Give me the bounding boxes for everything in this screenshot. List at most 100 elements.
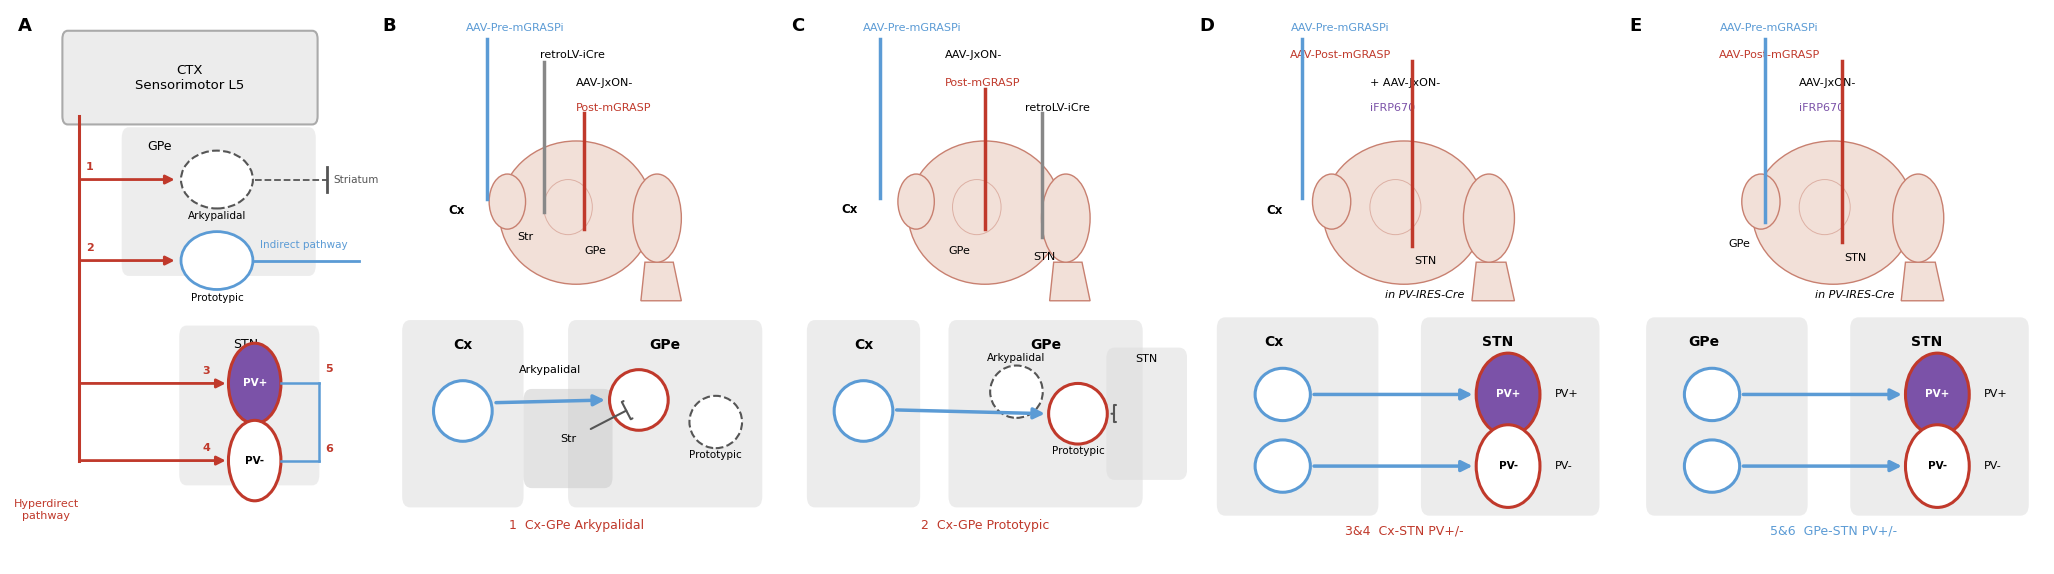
Ellipse shape [1255,440,1310,492]
Polygon shape [641,262,682,301]
Text: GPe: GPe [583,246,606,256]
Text: D: D [1200,17,1214,35]
Ellipse shape [633,174,682,262]
Text: STN: STN [1844,253,1867,263]
Ellipse shape [1255,369,1310,421]
Circle shape [1906,425,1970,507]
Text: Cx: Cx [840,203,857,216]
Text: PV+: PV+ [1925,389,1949,400]
Text: GPe: GPe [649,338,680,352]
Text: retroLV-iCre: retroLV-iCre [540,51,604,60]
Text: STN: STN [1415,255,1438,266]
Ellipse shape [1041,174,1091,262]
FancyBboxPatch shape [1645,317,1808,515]
Polygon shape [1902,262,1943,301]
Ellipse shape [908,141,1062,284]
Text: 5&6  GPe-STN PV+/-: 5&6 GPe-STN PV+/- [1771,524,1896,537]
Ellipse shape [690,396,741,448]
Ellipse shape [1462,174,1514,262]
Text: PV-: PV- [244,456,265,466]
Text: PV+: PV+ [1495,389,1520,400]
Ellipse shape [1684,440,1740,492]
Ellipse shape [1050,383,1107,444]
Text: 2  Cx-GPe Prototypic: 2 Cx-GPe Prototypic [920,518,1050,532]
FancyBboxPatch shape [949,320,1142,507]
Ellipse shape [1313,174,1352,229]
Text: Arkypalidal: Arkypalidal [187,211,246,222]
Circle shape [1477,353,1540,436]
Ellipse shape [181,232,253,289]
Text: PV+: PV+ [242,378,267,389]
Ellipse shape [834,381,893,441]
Text: CTX
Sensorimotor L5: CTX Sensorimotor L5 [136,64,244,92]
Circle shape [228,420,281,501]
FancyBboxPatch shape [807,320,920,507]
FancyBboxPatch shape [524,389,612,488]
Text: STN: STN [1136,354,1158,364]
Text: PV-: PV- [1499,461,1518,471]
Ellipse shape [1323,141,1485,284]
Text: Post-mGRASP: Post-mGRASP [945,78,1021,88]
Text: AAV-JxON-: AAV-JxON- [1799,78,1857,88]
Ellipse shape [499,141,653,284]
Circle shape [1477,425,1540,507]
FancyBboxPatch shape [1421,317,1600,515]
Text: PV-: PV- [1984,461,2003,471]
Text: Indirect pathway: Indirect pathway [261,241,347,250]
Text: Cx: Cx [1265,335,1284,349]
Text: iFRP670: iFRP670 [1799,103,1844,113]
Circle shape [228,343,281,424]
FancyBboxPatch shape [121,127,316,276]
Text: Post-mGRASP: Post-mGRASP [575,103,651,113]
Text: Hyperdirect
pathway: Hyperdirect pathway [14,499,78,521]
FancyBboxPatch shape [179,325,320,486]
Text: Prototypic: Prototypic [191,293,242,303]
Ellipse shape [1752,141,1914,284]
Ellipse shape [1684,369,1740,421]
FancyBboxPatch shape [1851,317,2029,515]
Text: Cx: Cx [1267,204,1284,218]
Text: in PV-IRES-Cre: in PV-IRES-Cre [1816,290,1894,300]
Text: 3: 3 [203,366,210,375]
Ellipse shape [990,366,1043,418]
Ellipse shape [1892,174,1943,262]
FancyBboxPatch shape [1107,348,1187,480]
Circle shape [1906,353,1970,436]
Text: PV-: PV- [1929,461,1947,471]
Text: GPe: GPe [148,140,170,153]
Polygon shape [1050,262,1091,301]
FancyBboxPatch shape [569,320,762,507]
Ellipse shape [1742,174,1781,229]
Text: 4: 4 [203,443,210,453]
Text: AAV-JxON-: AAV-JxON- [945,51,1002,60]
Text: STN: STN [1033,251,1056,262]
Text: PV-: PV- [1555,461,1573,471]
Text: 1  Cx-GPe Arkypalidal: 1 Cx-GPe Arkypalidal [509,518,643,532]
Text: 6: 6 [325,444,333,454]
Text: B: B [382,17,396,35]
Text: Cx: Cx [448,204,464,218]
Text: Arkypalidal: Arkypalidal [988,352,1045,363]
Text: GPe: GPe [949,246,972,256]
Text: STN: STN [1481,335,1514,349]
Polygon shape [1473,262,1514,301]
Text: 3&4  Cx-STN PV+/-: 3&4 Cx-STN PV+/- [1345,524,1462,537]
Text: 5: 5 [325,364,333,374]
Text: 2: 2 [86,243,94,253]
Text: in PV-IRES-Cre: in PV-IRES-Cre [1386,290,1465,300]
FancyBboxPatch shape [403,320,524,507]
Text: 1: 1 [86,162,94,172]
Text: Prototypic: Prototypic [690,450,741,460]
Text: AAV-Pre-mGRASPi: AAV-Pre-mGRASPi [466,23,565,33]
Text: A: A [16,17,31,35]
Text: + AAV-JxON-: + AAV-JxON- [1370,78,1440,88]
Text: AAV-Pre-mGRASPi: AAV-Pre-mGRASPi [1290,23,1389,33]
Text: STN: STN [1910,335,1943,349]
Ellipse shape [181,150,253,208]
Text: GPe: GPe [1727,239,1750,249]
Ellipse shape [433,381,493,441]
Text: iFRP670: iFRP670 [1370,103,1415,113]
Text: AAV-Post-mGRASP: AAV-Post-mGRASP [1719,51,1820,60]
Text: STN: STN [234,338,259,351]
Text: GPe: GPe [1029,338,1062,352]
